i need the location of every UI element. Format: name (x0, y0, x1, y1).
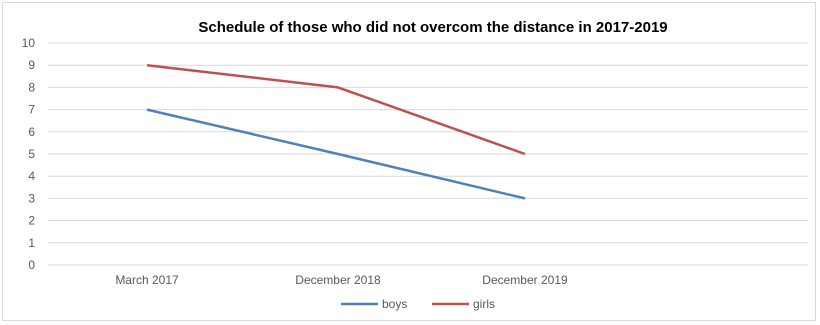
y-tick-label: 1 (28, 236, 35, 250)
y-tick-label: 4 (28, 169, 35, 183)
y-tick-label: 2 (28, 214, 35, 228)
gridlines (48, 42, 808, 266)
chart-title: Schedule of those who did not overcom th… (198, 19, 667, 36)
y-tick-label: 3 (28, 191, 35, 205)
series-line-girls (146, 63, 526, 156)
y-tick-label: 5 (28, 147, 35, 161)
y-tick-label: 7 (28, 103, 35, 117)
y-axis-ticks: 0 1 2 3 4 5 6 7 8 9 10 (22, 36, 36, 272)
series-line-boys (146, 108, 526, 200)
series-lines (146, 63, 526, 200)
legend: boys girls (341, 297, 495, 311)
x-tick-label: December 2019 (482, 273, 568, 287)
y-tick-label: 8 (28, 80, 35, 94)
y-tick-label: 9 (28, 58, 35, 72)
legend-label-boys: boys (382, 297, 407, 311)
legend-label-girls: girls (473, 297, 495, 311)
y-tick-label: 6 (28, 125, 35, 139)
chart-frame (2, 2, 816, 321)
y-tick-label: 0 (28, 258, 35, 272)
x-tick-label: December 2018 (295, 273, 381, 287)
x-axis-ticks: March 2017 December 2018 December 2019 (115, 273, 568, 287)
y-tick-label: 10 (22, 36, 36, 50)
x-tick-label: March 2017 (115, 273, 179, 287)
